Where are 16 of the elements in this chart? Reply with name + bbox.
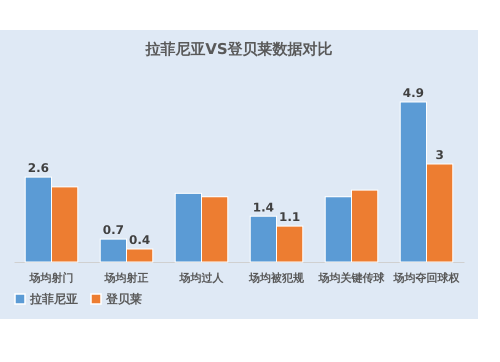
chart-title: 拉菲尼亚VS登贝莱数据对比 bbox=[144, 40, 333, 58]
data-label: 0.4 bbox=[128, 232, 150, 247]
data-label: 1.4 bbox=[252, 200, 274, 214]
data-label: 3 bbox=[435, 148, 444, 162]
x-tick-label: 场均被犯规 bbox=[248, 272, 305, 284]
x-tick-label: 场均过人 bbox=[178, 272, 224, 284]
x-tick-label: 场均射正 bbox=[104, 272, 148, 284]
data-label: 2.6 bbox=[28, 161, 50, 176]
x-tick-label: 场均关键传球 bbox=[318, 272, 386, 284]
data-label: 1.1 bbox=[278, 210, 300, 224]
data-label: 4.9 bbox=[402, 86, 424, 100]
x-tick-label: 场均射门 bbox=[28, 272, 74, 284]
x-tick-label: 场均夺回球权 bbox=[392, 272, 460, 284]
legend-label: 拉菲尼亚 bbox=[29, 292, 78, 306]
legend-label: 登贝莱 bbox=[105, 292, 142, 306]
data-label: 0.7 bbox=[102, 223, 124, 238]
